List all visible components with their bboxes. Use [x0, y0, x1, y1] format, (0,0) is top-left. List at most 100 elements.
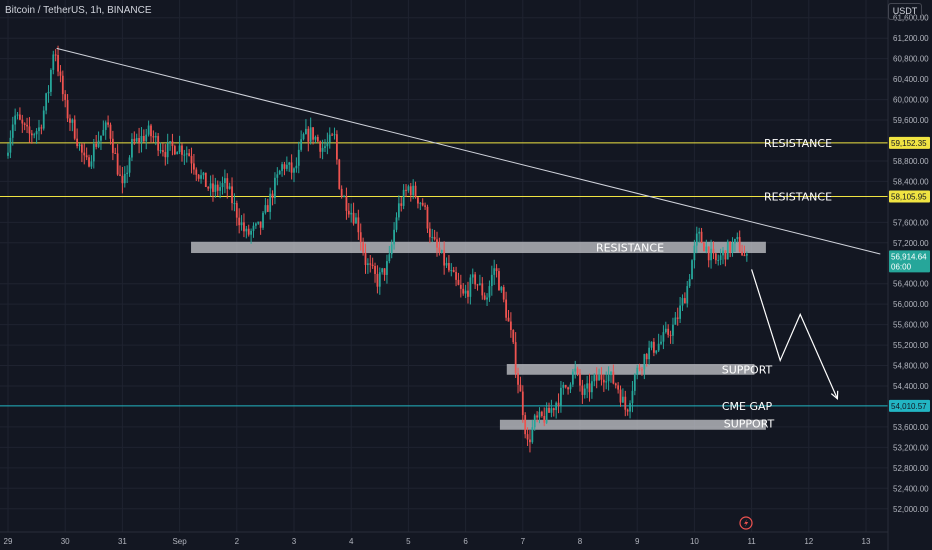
candle-body — [176, 152, 179, 155]
candle-body — [338, 159, 341, 189]
candle-body — [724, 250, 727, 260]
candle-body — [650, 341, 653, 348]
candle-body — [514, 342, 517, 374]
candle-body — [517, 373, 519, 385]
candle-body — [679, 305, 681, 319]
candle-body — [393, 229, 395, 245]
candle-body — [83, 152, 86, 156]
price-tag-cme-gap-bg — [889, 399, 930, 412]
candle-body — [538, 411, 541, 418]
candle-body — [407, 186, 410, 191]
candle-body — [417, 197, 419, 204]
currency-badge[interactable]: USDT — [888, 3, 922, 20]
x-tick-label: 4 — [349, 537, 354, 546]
candle-body — [667, 328, 670, 335]
candle-body — [102, 129, 105, 136]
y-tick-label: 55,200.00 — [893, 341, 929, 350]
y-tick-label: 59,600.00 — [893, 116, 929, 125]
candle-body — [109, 124, 112, 139]
candle-body — [626, 409, 629, 412]
candle-body — [660, 341, 662, 344]
candle-body — [274, 177, 276, 199]
candle-body — [662, 332, 665, 342]
candle-body — [421, 202, 424, 206]
x-tick-label: 9 — [635, 537, 640, 546]
candle-body — [436, 239, 438, 248]
candle-body — [719, 255, 722, 260]
price-tag-resistance-1-bg — [889, 136, 930, 149]
candle-body — [152, 136, 155, 138]
candle-body — [664, 328, 667, 333]
candle-body — [328, 134, 331, 143]
candle-body — [333, 134, 336, 136]
candle-body — [38, 127, 40, 132]
candle-body — [262, 212, 264, 228]
candle-body — [21, 119, 24, 124]
candle-body — [33, 134, 36, 136]
candle-body — [631, 390, 634, 404]
candle-body — [614, 383, 617, 386]
candle-body — [676, 317, 679, 319]
annotation-support-2: SUPPORT — [724, 417, 775, 430]
y-tick-label: 52,800.00 — [893, 464, 929, 473]
candle-body — [602, 379, 605, 383]
candle-body — [326, 142, 329, 147]
y-tick-label: 58,400.00 — [893, 177, 929, 186]
candle-body — [128, 157, 131, 173]
candle-body — [188, 153, 191, 156]
time-axis[interactable]: 29 30 31 Sep 2 3 4 5 6 7 8 9 10 11 12 13 — [4, 537, 871, 546]
candle-body — [150, 125, 152, 137]
candle-body — [293, 168, 295, 173]
annotation-resistance-1: RESISTANCE — [764, 137, 832, 150]
candle-body — [400, 203, 403, 206]
candle-body — [121, 175, 124, 184]
candle-body — [483, 295, 486, 300]
candle-body — [173, 146, 176, 155]
candle-body — [567, 387, 569, 390]
candle-body — [221, 183, 224, 188]
y-tick-label: 56,000.00 — [893, 300, 929, 309]
candle-body — [381, 268, 384, 273]
price-tag-resistance-1: 59,152.35 — [891, 139, 927, 148]
candle-body — [445, 263, 448, 266]
candle-body — [674, 317, 677, 325]
candle-body — [481, 283, 484, 296]
x-tick-label: 13 — [862, 537, 871, 546]
candle-body — [703, 242, 705, 252]
candle-body — [638, 367, 641, 370]
candle-body — [383, 268, 386, 275]
lightning-icon[interactable] — [739, 516, 753, 530]
candle-body — [185, 153, 188, 155]
price-axis[interactable]: 61,600.00 61,200.00 60,800.00 60,400.00 60,0… — [893, 14, 929, 514]
candle-body — [560, 387, 562, 406]
candle-body — [431, 236, 434, 238]
candle-body — [181, 145, 183, 155]
annotation-resistance-2: RESISTANCE — [764, 190, 832, 203]
candle-body — [66, 100, 69, 119]
candle-body — [612, 371, 615, 384]
candle-body — [374, 265, 376, 274]
candle-body — [745, 253, 748, 256]
y-tick-label: 60,800.00 — [893, 55, 929, 64]
zone-box — [191, 241, 766, 254]
candle-body — [495, 268, 498, 272]
y-tick-label: 60,000.00 — [893, 96, 929, 105]
candle-body — [228, 186, 231, 189]
price-tag-resistance-2-bg — [889, 190, 930, 203]
candle-body — [397, 203, 400, 218]
candle-body — [295, 165, 298, 169]
candle-body — [457, 279, 460, 285]
candle-body — [433, 236, 436, 240]
candle-body — [171, 141, 174, 147]
candle-body — [324, 146, 326, 149]
candle-body — [521, 391, 524, 416]
y-tick-label: 53,600.00 — [893, 423, 929, 432]
candle-body — [672, 324, 674, 336]
candle-body — [681, 298, 684, 306]
candle-body — [204, 172, 207, 188]
candle-body — [266, 205, 269, 212]
y-tick-label: 60,400.00 — [893, 75, 929, 84]
price-scale-background[interactable] — [888, 0, 932, 550]
candle-body — [452, 270, 455, 273]
